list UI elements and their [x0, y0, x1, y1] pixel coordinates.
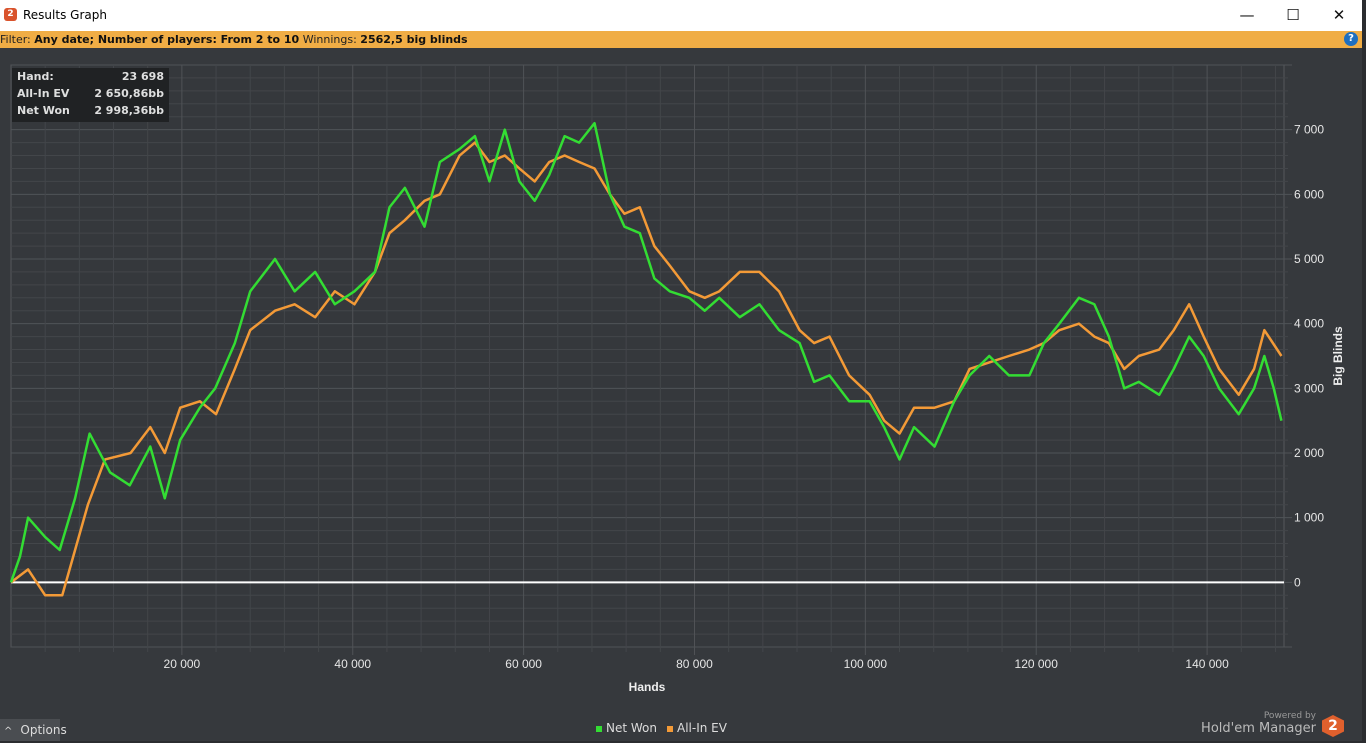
x-tick-label: 80 000 [676, 657, 713, 671]
tooltip-hand-value: 23 698 [121, 70, 164, 83]
maximize-button[interactable]: ☐ [1286, 6, 1300, 24]
title-bar: 2 Results Graph — ☐ ✕ [0, 0, 1362, 31]
legend-label: All-In EV [677, 721, 727, 735]
app-logo-icon: 2 [4, 8, 17, 21]
tooltip-net-value: 2 998,36bb [94, 104, 164, 117]
minimize-button[interactable]: — [1239, 6, 1255, 24]
tooltip-ev-label: All-In EV [17, 87, 70, 100]
legend-net-won[interactable]: Net Won [596, 721, 657, 735]
x-tick-label: 120 000 [1015, 657, 1059, 671]
legend-all-in-ev[interactable]: All-In EV [667, 721, 727, 735]
legend-swatch [596, 725, 602, 732]
tooltip-hand-label: Hand: [17, 70, 54, 83]
y-tick-label: 0 [1294, 575, 1301, 589]
chevron-up-icon: ^ [4, 726, 13, 737]
results-chart[interactable]: 0 1 000 2 000 3 000 4 000 5 000 6 000 7 000 20 0… [0, 48, 1362, 708]
y-tick-label: 4 000 [1294, 317, 1324, 331]
brand-name: Hold'em Manager [1201, 721, 1316, 736]
y-tick-label: 3 000 [1294, 381, 1324, 395]
y-tick-label: 1 000 [1294, 511, 1324, 525]
plot-area [10, 64, 1285, 648]
help-icon[interactable]: ? [1344, 32, 1358, 46]
options-label: Options [20, 723, 67, 737]
brand-text: Powered by Hold'em Manager [1201, 711, 1316, 736]
y-tick-label: 5 000 [1294, 252, 1324, 266]
hover-tooltip: Hand: 23 698 All-In EV 2 650,86bb Net Won 2… [12, 68, 169, 122]
series-line-all-in-ev [10, 141, 1283, 597]
winnings-value: 2562,5 big blinds [360, 33, 468, 46]
y-tick-label: 7 000 [1294, 123, 1324, 137]
series-line-net-won [9, 121, 1283, 583]
y-tick-label: 6 000 [1294, 187, 1324, 201]
x-axis-title: Hands [629, 680, 666, 694]
x-tick-label: 100 000 [844, 657, 888, 671]
winnings-label: Winnings: [302, 33, 357, 46]
tooltip-net-label: Net Won [17, 104, 70, 117]
tooltip-ev-value: 2 650,86bb [94, 87, 164, 100]
x-tick-label: 20 000 [164, 657, 201, 671]
legend-swatch [667, 725, 673, 732]
x-tick-label: 60 000 [505, 657, 542, 671]
filter-value: Any date; Number of players: From 2 to 1… [34, 33, 300, 46]
window-title: Results Graph [23, 8, 107, 22]
hem2-logo-icon: 2 [1322, 715, 1344, 737]
powered-by-label: Powered by [1263, 711, 1316, 721]
close-button[interactable]: ✕ [1332, 6, 1346, 24]
filter-bar[interactable]: Filter: Any date; Number of players: Fro… [0, 31, 1362, 48]
x-tick-label: 140 000 [1185, 657, 1229, 671]
filter-label: Filter: [0, 33, 31, 46]
y-tick-label: 2 000 [1294, 446, 1324, 460]
y-axis-title: Big Blinds [1331, 326, 1345, 386]
options-toggle-button[interactable]: ^ Options [0, 719, 67, 741]
legend-label: Net Won [606, 721, 657, 735]
chart-legend: Net Won All-In EV [596, 721, 727, 735]
x-tick-label: 40 000 [334, 657, 371, 671]
